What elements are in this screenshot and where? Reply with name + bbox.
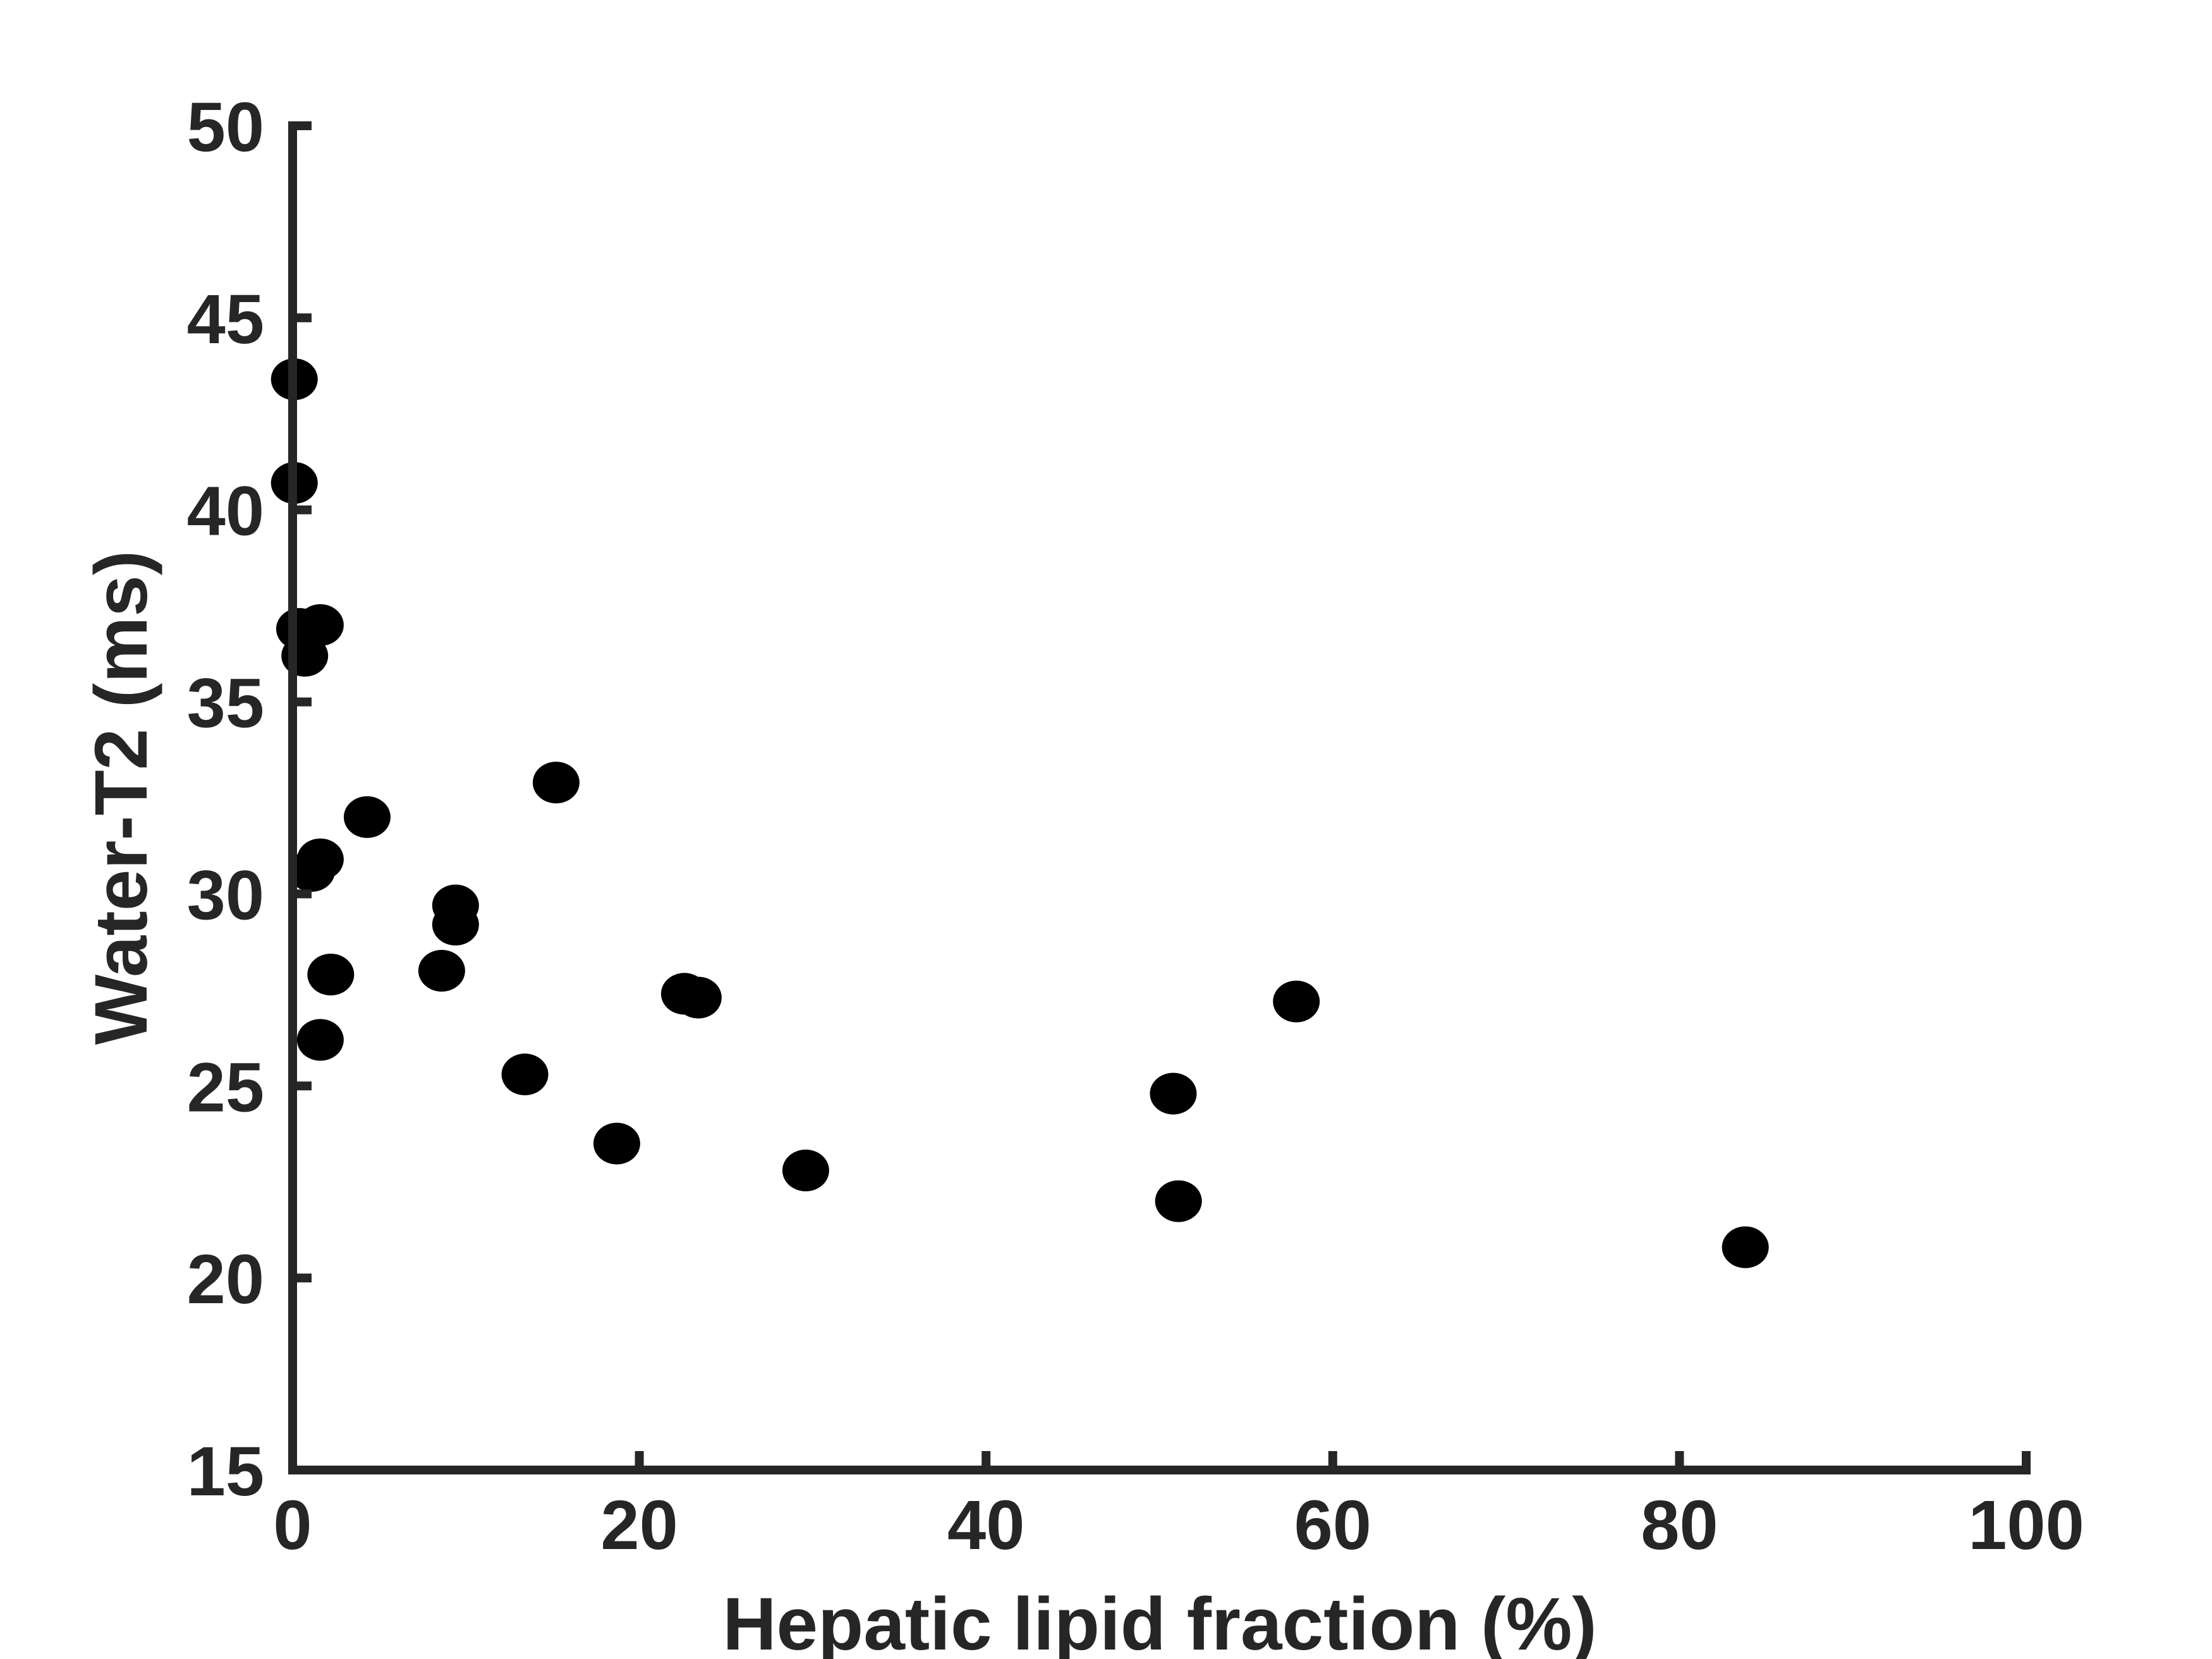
x-axis-label: Hepatic lipid fraction (%) [722,1583,1596,1659]
data-points [270,358,1769,1268]
data-point [1155,1180,1202,1222]
x-tick-label: 20 [600,1486,678,1564]
axes: 0 20 40 60 80 100 15 20 25 30 35 40 45 50 [187,88,2084,1564]
data-point [782,1149,829,1191]
y-tick-label: 45 [187,281,264,358]
y-tick-label: 15 [187,1433,264,1510]
y-tick-label: 35 [187,665,264,743]
y-axis-label: Water-T2 (ms) [80,550,163,1045]
y-tick-label: 25 [187,1048,264,1126]
data-point [674,976,722,1019]
y-tick-label: 20 [187,1241,264,1318]
x-tick-label: 80 [1641,1486,1718,1564]
x-tick-label: 100 [1968,1486,2084,1564]
data-point [307,954,355,996]
data-point [296,838,344,880]
x-tick-label: 40 [947,1486,1024,1564]
data-point [501,1054,549,1096]
data-point [343,796,391,838]
data-point [593,1122,640,1165]
data-point [296,1019,344,1061]
data-point [1150,1073,1197,1115]
y-tick-label: 50 [187,88,264,166]
data-point [418,949,465,992]
y-tick-label: 40 [187,473,264,550]
data-point [1722,1226,1769,1268]
data-point [532,762,580,804]
x-tick-label: 0 [273,1486,312,1564]
data-point [1273,980,1320,1023]
x-tick-label: 60 [1294,1486,1371,1564]
y-tick-label: 30 [187,856,264,934]
data-point [432,904,479,946]
